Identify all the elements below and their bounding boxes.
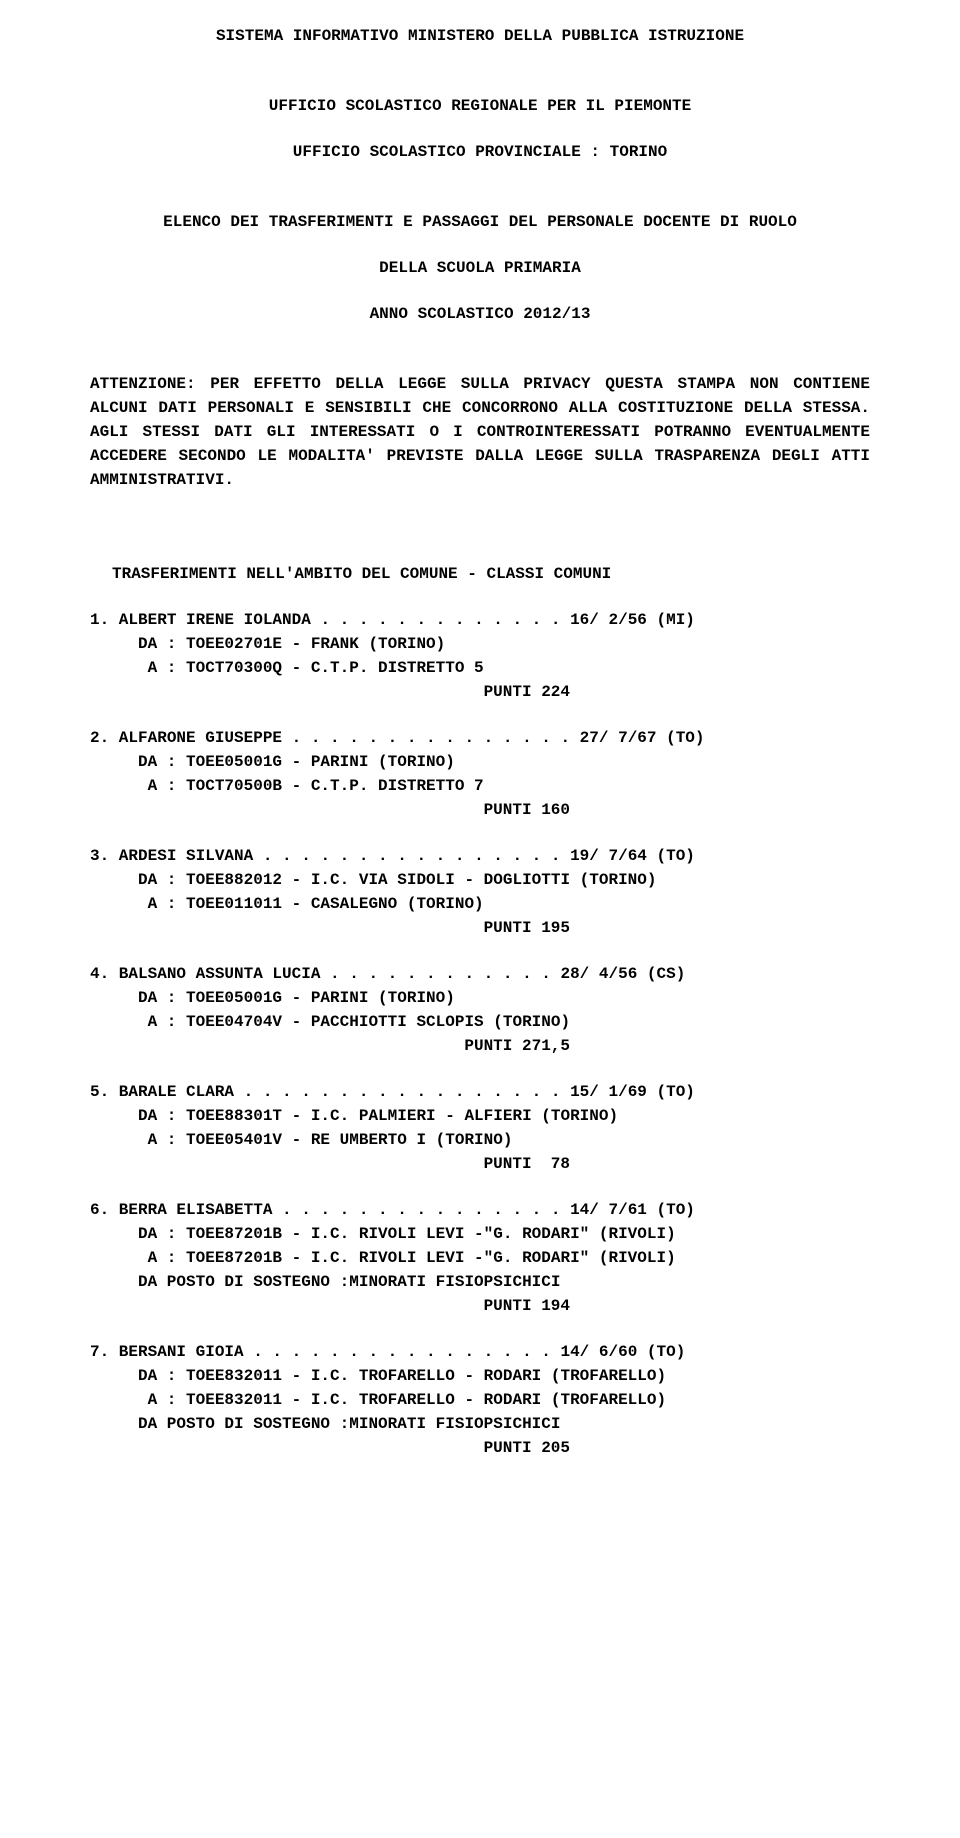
entry-points: PUNTI 195: [90, 916, 870, 940]
list-title: ELENCO DEI TRASFERIMENTI E PASSAGGI DEL …: [0, 210, 960, 234]
school-level: DELLA SCUOLA PRIMARIA: [0, 256, 960, 280]
school-year: ANNO SCOLASTICO 2012/13: [0, 302, 960, 326]
transfer-entry: 7. BERSANI GIOIA . . . . . . . . . . . .…: [90, 1340, 870, 1460]
entry-points: PUNTI 224: [90, 680, 870, 704]
entry-extra: DA POSTO DI SOSTEGNO :MINORATI FISIOPSIC…: [90, 1412, 870, 1436]
entry-a: A : TOEE011011 - CASALEGNO (TORINO): [90, 892, 870, 916]
entry-extra: DA POSTO DI SOSTEGNO :MINORATI FISIOPSIC…: [90, 1270, 870, 1294]
header-regional: UFFICIO SCOLASTICO REGIONALE PER IL PIEM…: [0, 94, 960, 118]
entry-da: DA : TOEE87201B - I.C. RIVOLI LEVI -"G. …: [90, 1222, 870, 1246]
entry-name-line: 6. BERRA ELISABETTA . . . . . . . . . . …: [90, 1198, 870, 1222]
entry-points: PUNTI 205: [90, 1436, 870, 1460]
entry-a: A : TOEE87201B - I.C. RIVOLI LEVI -"G. R…: [90, 1246, 870, 1270]
transfer-entry: 6. BERRA ELISABETTA . . . . . . . . . . …: [90, 1198, 870, 1318]
entry-da: DA : TOEE02701E - FRANK (TORINO): [90, 632, 870, 656]
transfer-entry: 2. ALFARONE GIUSEPPE . . . . . . . . . .…: [90, 726, 870, 822]
transfer-entry: 3. ARDESI SILVANA . . . . . . . . . . . …: [90, 844, 870, 940]
header-provincial: UFFICIO SCOLASTICO PROVINCIALE : TORINO: [0, 140, 960, 164]
entry-da: DA : TOEE05001G - PARINI (TORINO): [90, 750, 870, 774]
entry-points: PUNTI 78: [90, 1152, 870, 1176]
entry-points: PUNTI 271,5: [90, 1034, 870, 1058]
section-title: TRASFERIMENTI NELL'AMBITO DEL COMUNE - C…: [90, 562, 870, 586]
entry-a: A : TOEE05401V - RE UMBERTO I (TORINO): [90, 1128, 870, 1152]
transfer-entry: 1. ALBERT IRENE IOLANDA . . . . . . . . …: [90, 608, 870, 704]
entry-a: A : TOEE832011 - I.C. TROFARELLO - RODAR…: [90, 1388, 870, 1412]
entry-a: A : TOEE04704V - PACCHIOTTI SCLOPIS (TOR…: [90, 1010, 870, 1034]
privacy-notice: ATTENZIONE: PER EFFETTO DELLA LEGGE SULL…: [90, 372, 870, 492]
entry-name-line: 7. BERSANI GIOIA . . . . . . . . . . . .…: [90, 1340, 870, 1364]
entry-da: DA : TOEE88301T - I.C. PALMIERI - ALFIER…: [90, 1104, 870, 1128]
entry-a: A : TOCT70500B - C.T.P. DISTRETTO 7: [90, 774, 870, 798]
header-system: SISTEMA INFORMATIVO MINISTERO DELLA PUBB…: [0, 24, 960, 48]
entry-da: DA : TOEE832011 - I.C. TROFARELLO - RODA…: [90, 1364, 870, 1388]
entry-name-line: 4. BALSANO ASSUNTA LUCIA . . . . . . . .…: [90, 962, 870, 986]
entry-name-line: 3. ARDESI SILVANA . . . . . . . . . . . …: [90, 844, 870, 868]
transfer-entry: 4. BALSANO ASSUNTA LUCIA . . . . . . . .…: [90, 962, 870, 1058]
entry-da: DA : TOEE05001G - PARINI (TORINO): [90, 986, 870, 1010]
entry-name-line: 2. ALFARONE GIUSEPPE . . . . . . . . . .…: [90, 726, 870, 750]
entry-da: DA : TOEE882012 - I.C. VIA SIDOLI - DOGL…: [90, 868, 870, 892]
transfer-entry: 5. BARALE CLARA . . . . . . . . . . . . …: [90, 1080, 870, 1176]
entry-a: A : TOCT70300Q - C.T.P. DISTRETTO 5: [90, 656, 870, 680]
entry-name-line: 1. ALBERT IRENE IOLANDA . . . . . . . . …: [90, 608, 870, 632]
entry-points: PUNTI 194: [90, 1294, 870, 1318]
entry-name-line: 5. BARALE CLARA . . . . . . . . . . . . …: [90, 1080, 870, 1104]
entry-points: PUNTI 160: [90, 798, 870, 822]
